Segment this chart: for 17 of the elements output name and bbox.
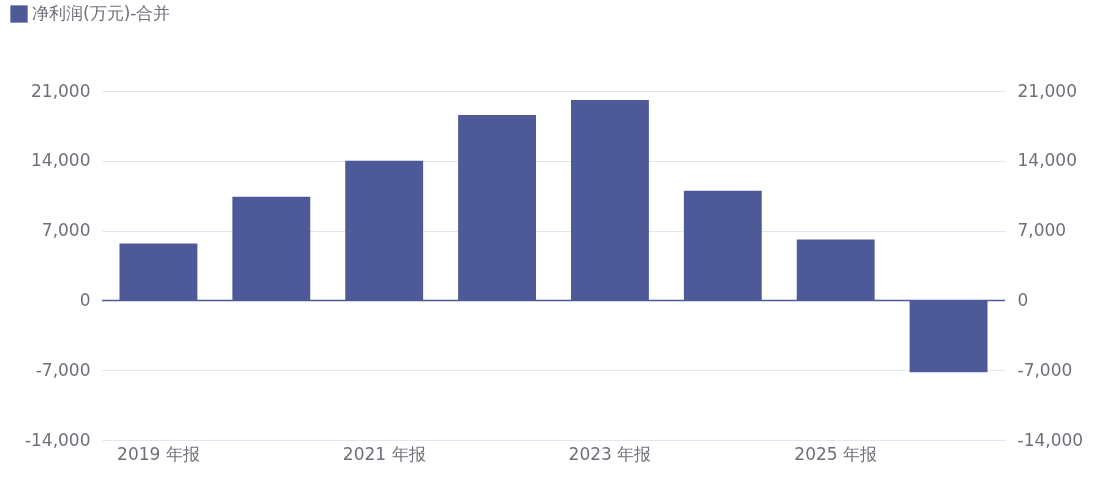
y-tick-label: 14,000 (31, 150, 91, 171)
legend-label: 净利润(万元)-合并 (32, 3, 171, 23)
y2-tick-label: 21,000 (1017, 80, 1077, 101)
y2-tick-label: 0 (1017, 289, 1029, 310)
x-tick-label: 2025 年报 (794, 443, 878, 464)
y2-tick-label: -14,000 (1017, 429, 1084, 450)
y-tick-label: -7,000 (35, 359, 91, 380)
y-tick-label: 0 (79, 289, 91, 310)
x-tick-label: 2021 年报 (342, 443, 426, 464)
y2-tick-label: -7,000 (1017, 359, 1073, 380)
x-tick-label: 2023 年报 (568, 443, 652, 464)
y-tick-label: -14,000 (24, 429, 91, 450)
y2-tick-label: 14,000 (1017, 150, 1077, 171)
y-tick-label: 7,000 (41, 220, 91, 241)
y2-tick-label: 7,000 (1017, 220, 1067, 241)
x-tick-label: 2019 年报 (117, 443, 200, 464)
y-tick-label: 21,000 (31, 80, 91, 101)
